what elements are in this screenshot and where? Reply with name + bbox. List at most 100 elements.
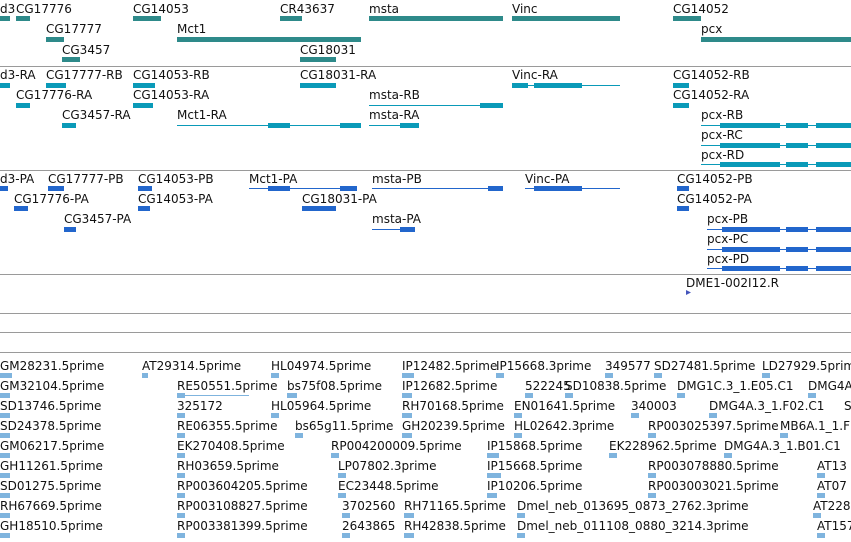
est-label[interactable]: bs65g11.5prime [295, 419, 394, 433]
est-label[interactable]: EK228962.5prime [609, 439, 717, 453]
gene-bar[interactable] [300, 57, 336, 62]
transcript-label[interactable]: CG14053-RB [133, 68, 210, 82]
est-label[interactable]: IP15668.5prime [487, 459, 583, 473]
protein-bar[interactable] [677, 186, 689, 191]
protein-bar[interactable] [302, 206, 336, 211]
est-bar[interactable] [648, 493, 656, 498]
est-bar[interactable] [402, 413, 412, 418]
est-bar[interactable] [0, 473, 10, 478]
protein-label[interactable]: CG14052-PA [677, 192, 752, 206]
protein-label[interactable]: CG14053-PA [138, 192, 213, 206]
protein-bar[interactable] [138, 186, 152, 191]
est-label[interactable]: DMG4A [808, 379, 851, 393]
est-bar[interactable] [295, 433, 303, 438]
transcript-label[interactable]: d3-RA [0, 68, 36, 82]
est-label[interactable]: DMG1C.3_1.E05.C1 [677, 379, 794, 393]
est-bar[interactable] [0, 493, 10, 498]
est-label[interactable]: RP004200009.5prime [331, 439, 462, 453]
protein-exon[interactable] [816, 227, 851, 232]
protein-label[interactable]: CG17777-PB [48, 172, 124, 186]
gene-label[interactable]: pcx [701, 22, 723, 36]
transcript-bar[interactable] [16, 103, 30, 108]
protein-exon[interactable] [340, 186, 357, 191]
gene-bar[interactable] [133, 16, 161, 21]
transcript-label[interactable]: msta-RA [369, 108, 420, 122]
est-bar[interactable] [514, 433, 522, 438]
est-bar[interactable] [517, 513, 525, 518]
transcript-exon[interactable] [786, 143, 808, 148]
est-label[interactable]: GM28231.5prime [0, 359, 105, 373]
protein-label[interactable]: d3-PA [0, 172, 35, 186]
transcript-exon[interactable] [816, 123, 851, 128]
protein-bar[interactable] [0, 186, 8, 191]
est-label[interactable]: RP003078880.5prime [648, 459, 779, 473]
transcript-exon[interactable] [480, 103, 503, 108]
est-bar[interactable] [487, 473, 501, 478]
est-bar[interactable] [487, 493, 497, 498]
est-bar[interactable] [724, 453, 732, 458]
est-label[interactable]: IP15668.3prime [496, 359, 592, 373]
est-bar[interactable] [0, 533, 10, 538]
est-label[interactable]: RP003003021.5prime [648, 479, 779, 493]
protein-bar[interactable] [677, 206, 689, 211]
protein-exon[interactable] [816, 247, 851, 252]
protein-bar[interactable] [14, 206, 28, 211]
est-bar[interactable] [0, 453, 10, 458]
est-bar[interactable] [177, 393, 185, 398]
transcript-bar[interactable] [133, 103, 153, 108]
gene-bar[interactable] [280, 16, 302, 21]
transcript-label[interactable]: pcx-RD [701, 148, 745, 162]
est-bar[interactable] [487, 453, 499, 458]
protein-exon[interactable] [268, 186, 290, 191]
est-label[interactable]: RP003025397.5prime [648, 419, 779, 433]
est-label[interactable]: GM06217.5prime [0, 439, 105, 453]
est-label[interactable]: RP003604205.5prime [177, 479, 308, 493]
est-bar[interactable] [565, 393, 573, 398]
est-bar[interactable] [514, 413, 522, 418]
est-label[interactable]: MB6A.1_1.F [780, 419, 851, 433]
est-bar[interactable] [631, 413, 639, 418]
est-label[interactable]: 325172 [177, 399, 223, 413]
protein-exon[interactable] [786, 247, 808, 252]
transcript-exon[interactable] [720, 123, 780, 128]
est-label[interactable]: AT29314.5prime [142, 359, 242, 373]
est-bar[interactable] [402, 373, 414, 378]
est-label[interactable]: RP003108827.5prime [177, 499, 308, 513]
gene-label[interactable]: CG14052 [673, 2, 729, 16]
est-label[interactable]: AT07 [817, 479, 847, 493]
transcript-exon[interactable] [816, 143, 851, 148]
gene-bar[interactable] [512, 16, 620, 21]
gene-label[interactable]: Mct1 [177, 22, 207, 36]
transcript-bar[interactable] [46, 83, 66, 88]
est-bar[interactable] [331, 453, 339, 458]
transcript-exon[interactable] [340, 123, 361, 128]
protein-exon[interactable] [722, 266, 780, 271]
est-bar[interactable] [817, 473, 825, 478]
transcript-bar[interactable] [300, 83, 336, 88]
protein-label[interactable]: Vinc-PA [525, 172, 570, 186]
est-label[interactable]: Dmel_neb_011108_0880_3214.3prime [517, 519, 749, 533]
est-label[interactable]: 349577 [605, 359, 651, 373]
est-label[interactable]: EK270408.5prime [177, 439, 285, 453]
est-label[interactable]: IP15868.5prime [487, 439, 583, 453]
est-label[interactable]: 340003 [631, 399, 677, 413]
est-bar[interactable] [402, 433, 412, 438]
est-bar[interactable] [177, 513, 185, 518]
est-label[interactable]: AT157 [817, 519, 851, 533]
est-label[interactable]: GH20239.5prime [402, 419, 505, 433]
est-label[interactable]: 3702560 [342, 499, 396, 513]
est-bar[interactable] [817, 493, 825, 498]
gene-bar[interactable] [0, 16, 10, 21]
est-bar[interactable] [677, 393, 685, 398]
est-label[interactable]: SD13746.5prime [0, 399, 102, 413]
est-bar[interactable] [342, 533, 350, 538]
est-label[interactable]: LD27929.5prime [762, 359, 851, 373]
est-label[interactable]: AT13 [817, 459, 847, 473]
est-bar[interactable] [709, 413, 717, 418]
est-label[interactable]: EN01641.5prime [514, 399, 616, 413]
gene-label[interactable]: CR43637 [280, 2, 335, 16]
transcript-exon[interactable] [786, 123, 808, 128]
est-label[interactable]: DMG4A.3_1.B01.C1 [724, 439, 841, 453]
transcript-exon[interactable] [534, 83, 582, 88]
gene-bar[interactable] [62, 57, 80, 62]
